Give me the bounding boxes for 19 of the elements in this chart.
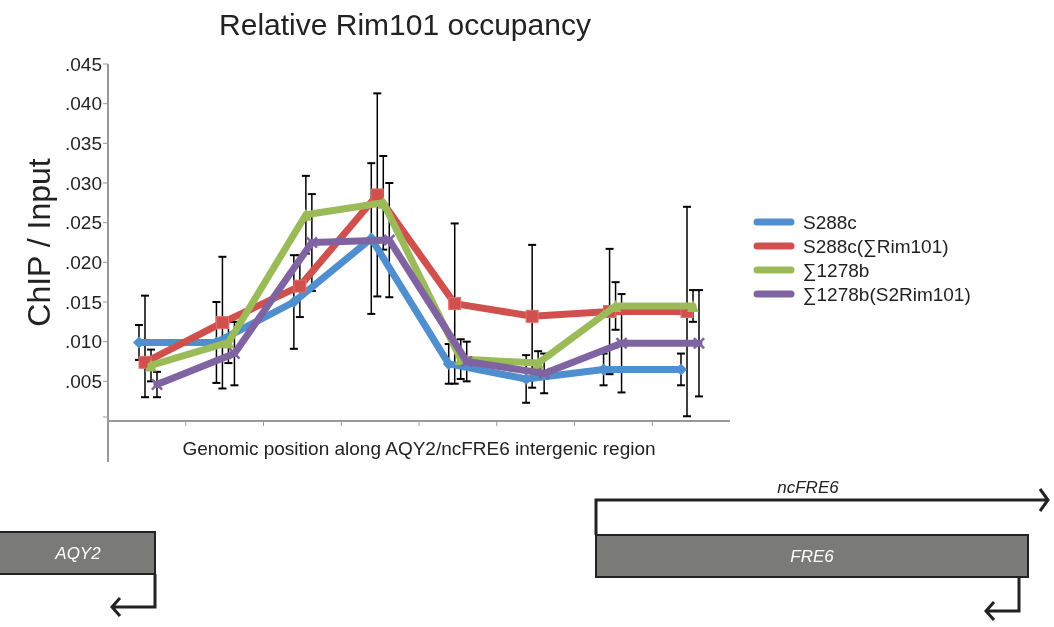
y-tick-label: .010 [65, 331, 102, 353]
y-tick-label: .030 [65, 172, 102, 194]
text: AQY2 [54, 543, 102, 563]
legend-label: S288c(∑Rim101) [803, 235, 949, 258]
text: FRE6 [790, 546, 835, 566]
legend-label: ∑1278b(S2Rim101) [803, 283, 971, 306]
y-tick-label: .005 [65, 370, 102, 392]
y-tick-label: .025 [65, 212, 102, 234]
x-axis-title: Genomic position along AQY2/ncFRE6 intergenic region [182, 438, 656, 459]
y-tick-label: .035 [65, 132, 102, 154]
y-tick-label: .045 [65, 53, 102, 75]
y-axis-title: ChIP / Input [21, 158, 57, 327]
legend-label: ∑1278b [803, 259, 870, 282]
text: ncFRE6 [777, 478, 840, 497]
chart-title: Relative Rim101 occupancy [219, 8, 591, 41]
y-tick-label: .020 [65, 251, 102, 273]
legend-label: S288c [803, 211, 857, 233]
y-tick-label: .015 [65, 291, 102, 313]
y-tick-label: .040 [65, 93, 102, 115]
